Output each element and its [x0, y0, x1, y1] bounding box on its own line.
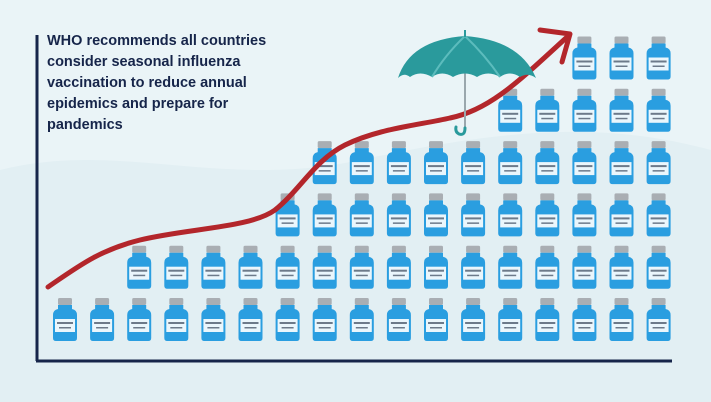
vaccine-vial-icon [312, 298, 337, 341]
vaccine-vial-icon [461, 298, 486, 341]
vaccine-vial-icon [275, 193, 300, 237]
vaccine-vial-icon [609, 298, 634, 341]
vaccine-vial-icon [461, 141, 486, 185]
vaccine-vial-icon [572, 298, 597, 341]
vaccine-vial-icon [275, 245, 300, 289]
vaccine-vial-icon [386, 245, 411, 289]
vaccine-vial-icon [312, 193, 337, 237]
vaccine-vial-icon [572, 193, 597, 237]
vaccine-vial-icon [609, 141, 634, 185]
vaccine-vial-icon [572, 36, 597, 80]
vaccine-vial-icon [609, 88, 634, 132]
vaccine-vial-icon [238, 245, 263, 289]
vaccine-vial-icon [572, 88, 597, 132]
vaccine-vial-icon [535, 141, 560, 185]
vaccine-vial-icon [535, 88, 560, 132]
vaccine-vial-icon [424, 245, 448, 289]
vaccine-vial-icon [127, 245, 152, 289]
vaccine-vial-icon [646, 298, 671, 341]
vaccine-vial-icon [349, 245, 374, 289]
arrow-head [537, 27, 573, 65]
vaccine-vial-icon [312, 141, 337, 185]
vaccine-vial-icon [498, 245, 523, 289]
vaccine-vial-icon [609, 193, 634, 237]
vaccine-vial-icon [572, 245, 597, 289]
vaccine-vial-icon [498, 193, 523, 237]
vaccine-vial-icon [386, 193, 411, 237]
vaccine-vial-icon [238, 298, 263, 341]
vaccine-vial-icon [535, 193, 560, 237]
vaccine-vial-icon [312, 245, 337, 289]
vaccine-vial-icon [646, 36, 671, 80]
vaccine-vial-icon [386, 298, 411, 341]
vaccine-vial-icon [646, 245, 671, 289]
trend-arrow-icon [45, 35, 569, 290]
vaccine-vial-icon [275, 298, 300, 341]
headline: WHO recommends all countries consider se… [47, 33, 267, 133]
vaccine-vial-icon [201, 245, 226, 289]
vial-grid [53, 36, 671, 341]
vaccine-vial-icon [127, 298, 152, 341]
vaccine-vial-icon [164, 245, 189, 289]
vaccine-vial-icon [646, 193, 671, 237]
vaccine-vial-icon [461, 245, 486, 289]
vaccine-vial-icon [498, 88, 523, 132]
vaccine-vial-icon [646, 141, 671, 185]
umbrella-icon [398, 30, 536, 136]
vaccine-vial-icon [349, 193, 374, 237]
vaccine-vial-icon [349, 141, 374, 185]
vaccine-vial-icon [609, 245, 634, 289]
vaccine-vial-icon [386, 141, 411, 185]
vaccine-vial-icon [498, 141, 523, 185]
vaccine-vial-icon [90, 298, 115, 341]
vaccine-vial-icon [646, 88, 671, 132]
vaccine-vial-icon [164, 298, 189, 341]
vaccine-vial-icon [535, 245, 560, 289]
vaccine-vial-icon [349, 298, 374, 341]
vaccine-vial-icon [424, 193, 448, 237]
vaccine-vial-icon [461, 193, 486, 237]
vaccine-vial-icon [201, 298, 226, 341]
vaccine-vial-icon [609, 36, 634, 80]
vaccine-vial-icon [424, 298, 448, 341]
vaccine-vial-icon [424, 141, 448, 185]
vaccine-vial-icon [53, 298, 77, 341]
vaccine-vial-icon [535, 298, 560, 341]
vaccine-vial-icon [572, 141, 597, 185]
vaccine-vial-icon [498, 298, 523, 341]
